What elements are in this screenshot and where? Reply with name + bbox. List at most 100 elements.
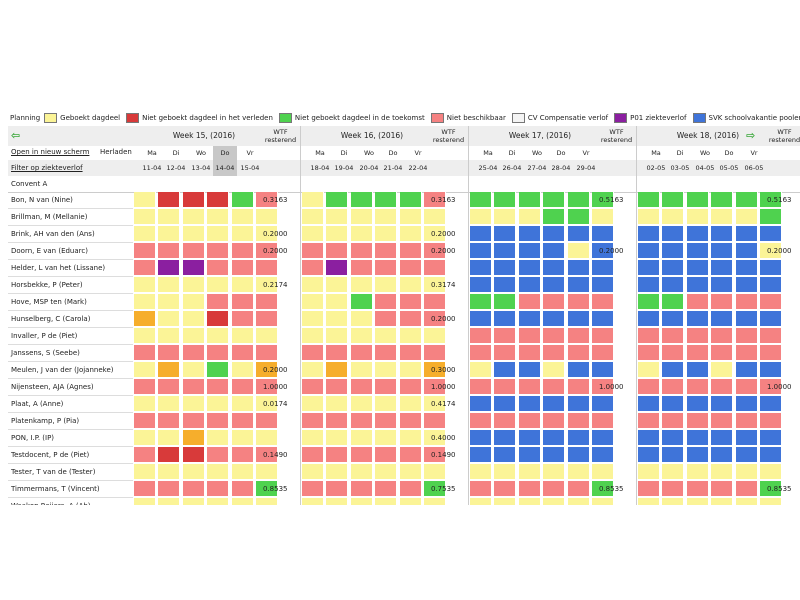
planning-cell[interactable]	[158, 413, 180, 429]
planning-cell[interactable]	[687, 345, 709, 361]
planning-cell[interactable]	[494, 345, 516, 361]
planning-cell[interactable]	[543, 396, 565, 412]
planning-cell[interactable]	[183, 192, 205, 208]
planning-cell[interactable]	[400, 447, 422, 463]
planning-cell[interactable]	[134, 311, 156, 327]
planning-cell[interactable]	[592, 294, 614, 310]
planning-cell[interactable]	[326, 294, 348, 310]
planning-cell[interactable]	[470, 260, 492, 276]
planning-cell[interactable]	[760, 311, 782, 327]
planning-cell[interactable]	[638, 396, 660, 412]
planning-cell[interactable]	[543, 209, 565, 225]
planning-cell[interactable]	[470, 311, 492, 327]
planning-cell[interactable]	[424, 362, 446, 378]
planning-cell[interactable]	[519, 379, 541, 395]
planning-cell[interactable]	[543, 345, 565, 361]
planning-cell[interactable]	[494, 481, 516, 497]
planning-cell[interactable]	[375, 413, 397, 429]
planning-cell[interactable]	[400, 345, 422, 361]
planning-cell[interactable]	[592, 311, 614, 327]
planning-cell[interactable]	[400, 277, 422, 293]
planning-cell[interactable]	[760, 447, 782, 463]
planning-cell[interactable]	[158, 481, 180, 497]
planning-cell[interactable]	[375, 226, 397, 242]
planning-cell[interactable]	[375, 192, 397, 208]
planning-cell[interactable]	[638, 447, 660, 463]
planning-cell[interactable]	[302, 294, 324, 310]
planning-cell[interactable]	[256, 498, 278, 505]
planning-cell[interactable]	[494, 226, 516, 242]
planning-cell[interactable]	[256, 260, 278, 276]
planning-cell[interactable]	[207, 481, 229, 497]
planning-cell[interactable]	[424, 430, 446, 446]
planning-cell[interactable]	[256, 481, 278, 497]
planning-cell[interactable]	[519, 328, 541, 344]
planning-cell[interactable]	[302, 498, 324, 505]
planning-cell[interactable]	[134, 294, 156, 310]
planning-cell[interactable]	[687, 260, 709, 276]
planning-cell[interactable]	[183, 345, 205, 361]
planning-cell[interactable]	[519, 311, 541, 327]
planning-cell[interactable]	[592, 192, 614, 208]
planning-cell[interactable]	[687, 430, 709, 446]
planning-cell[interactable]	[662, 481, 684, 497]
planning-cell[interactable]	[326, 277, 348, 293]
planning-cell[interactable]	[568, 243, 590, 259]
planning-cell[interactable]	[375, 243, 397, 259]
planning-cell[interactable]	[375, 311, 397, 327]
planning-cell[interactable]	[351, 294, 373, 310]
planning-cell[interactable]	[256, 430, 278, 446]
planning-cell[interactable]	[158, 277, 180, 293]
planning-cell[interactable]	[326, 396, 348, 412]
planning-cell[interactable]	[424, 464, 446, 480]
planning-cell[interactable]	[375, 209, 397, 225]
planning-cell[interactable]	[568, 226, 590, 242]
planning-cell[interactable]	[158, 379, 180, 395]
planning-cell[interactable]	[207, 379, 229, 395]
planning-cell[interactable]	[638, 345, 660, 361]
planning-cell[interactable]	[256, 345, 278, 361]
planning-cell[interactable]	[736, 447, 758, 463]
planning-cell[interactable]	[256, 243, 278, 259]
planning-cell[interactable]	[494, 447, 516, 463]
planning-cell[interactable]	[592, 379, 614, 395]
planning-cell[interactable]	[662, 430, 684, 446]
planning-cell[interactable]	[134, 328, 156, 344]
planning-cell[interactable]	[711, 328, 733, 344]
planning-cell[interactable]	[400, 209, 422, 225]
planning-cell[interactable]	[207, 464, 229, 480]
planning-cell[interactable]	[568, 328, 590, 344]
planning-cell[interactable]	[232, 481, 254, 497]
planning-cell[interactable]	[256, 311, 278, 327]
planning-cell[interactable]	[736, 294, 758, 310]
planning-cell[interactable]	[424, 277, 446, 293]
planning-cell[interactable]	[711, 430, 733, 446]
planning-cell[interactable]	[519, 192, 541, 208]
planning-cell[interactable]	[207, 413, 229, 429]
planning-cell[interactable]	[687, 294, 709, 310]
planning-cell[interactable]	[592, 243, 614, 259]
planning-cell[interactable]	[543, 362, 565, 378]
planning-cell[interactable]	[351, 328, 373, 344]
planning-cell[interactable]	[687, 498, 709, 505]
planning-cell[interactable]	[256, 192, 278, 208]
planning-cell[interactable]	[543, 498, 565, 505]
planning-cell[interactable]	[711, 192, 733, 208]
planning-cell[interactable]	[400, 192, 422, 208]
planning-cell[interactable]	[519, 345, 541, 361]
planning-cell[interactable]	[662, 277, 684, 293]
planning-cell[interactable]	[183, 311, 205, 327]
planning-cell[interactable]	[711, 396, 733, 412]
planning-cell[interactable]	[134, 192, 156, 208]
planning-cell[interactable]	[134, 481, 156, 497]
planning-cell[interactable]	[256, 464, 278, 480]
planning-cell[interactable]	[351, 481, 373, 497]
planning-cell[interactable]	[687, 396, 709, 412]
planning-cell[interactable]	[351, 498, 373, 505]
planning-cell[interactable]	[256, 226, 278, 242]
planning-cell[interactable]	[568, 413, 590, 429]
planning-cell[interactable]	[687, 413, 709, 429]
planning-cell[interactable]	[519, 209, 541, 225]
planning-cell[interactable]	[687, 311, 709, 327]
planning-cell[interactable]	[662, 362, 684, 378]
